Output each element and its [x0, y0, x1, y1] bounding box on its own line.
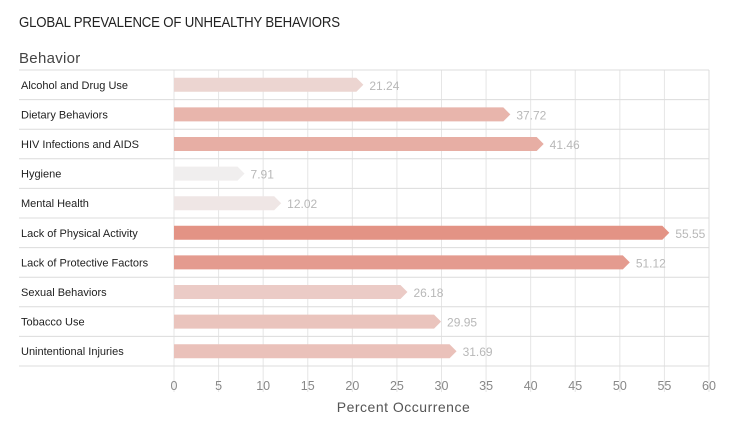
bar-mental-health[interactable]: [174, 196, 282, 211]
chart-title: GLOBAL PREVALENCE OF UNHEALTHY BEHAVIORS: [19, 14, 340, 31]
category-label: HIV Infections and AIDS: [21, 139, 139, 151]
category-label: Lack of Protective Factors: [21, 257, 149, 269]
value-label: 12.02: [287, 197, 317, 211]
bars-layer: [174, 77, 670, 359]
x-tick-label: 15: [301, 379, 315, 393]
axis-layer: 0 5 10 15 20 25 30 35 40 45 50 55 60 Percent Occurren…: [171, 379, 716, 415]
value-label: 41.46: [550, 138, 580, 152]
category-label: Hygiene: [21, 169, 61, 181]
x-tick-label: 45: [568, 379, 582, 393]
x-tick-label: 0: [171, 379, 178, 393]
x-axis-title: Percent Occurrence: [337, 399, 471, 415]
x-tick-label: 35: [479, 379, 493, 393]
x-tick-label: 55: [657, 379, 671, 393]
x-tick-label: 10: [256, 379, 270, 393]
value-label: 29.95: [447, 316, 477, 330]
bar-sexual-behaviors[interactable]: [174, 285, 408, 299]
x-tick-label: 30: [435, 379, 449, 393]
bar-lack-of-physical-activity[interactable]: [174, 225, 670, 240]
bar-hygiene[interactable]: [174, 166, 245, 181]
x-tick-label: 40: [524, 379, 538, 393]
category-label: Tobacco Use: [21, 317, 85, 329]
category-label: Sexual Behaviors: [21, 287, 107, 299]
x-tick-label: 25: [390, 379, 404, 393]
bar-unintentional-injuries[interactable]: [174, 344, 457, 359]
bar-hiv-infections-and-aids[interactable]: [174, 137, 544, 151]
category-label: Mental Health: [21, 198, 89, 210]
bar-alcohol-and-drug-use[interactable]: [174, 77, 364, 92]
category-label: Alcohol and Drug Use: [21, 80, 128, 92]
value-label: 7.91: [251, 168, 275, 182]
row-header: Behavior: [19, 50, 81, 67]
category-label: Lack of Physical Activity: [21, 228, 138, 240]
value-label: 51.12: [636, 256, 666, 270]
category-label: Unintentional Injuries: [21, 346, 124, 358]
bar-lack-of-protective-factors[interactable]: [174, 255, 630, 270]
category-label: Dietary Behaviors: [21, 109, 108, 121]
x-tick-label: 60: [702, 379, 716, 393]
value-label: 26.18: [413, 286, 443, 300]
x-tick-label: 50: [613, 379, 627, 393]
bar-tobacco-use[interactable]: [174, 314, 442, 329]
value-label: 55.55: [675, 227, 705, 241]
x-tick-label: 5: [215, 379, 222, 393]
bar-dietary-behaviors[interactable]: [174, 107, 511, 122]
value-label: 21.24: [369, 79, 399, 93]
value-label: 31.69: [463, 345, 493, 359]
x-tick-label: 20: [345, 379, 359, 393]
value-label: 37.72: [516, 108, 546, 122]
labels-layer: Alcohol and Drug Use 21.24 Dietary Behavio…: [21, 79, 706, 359]
